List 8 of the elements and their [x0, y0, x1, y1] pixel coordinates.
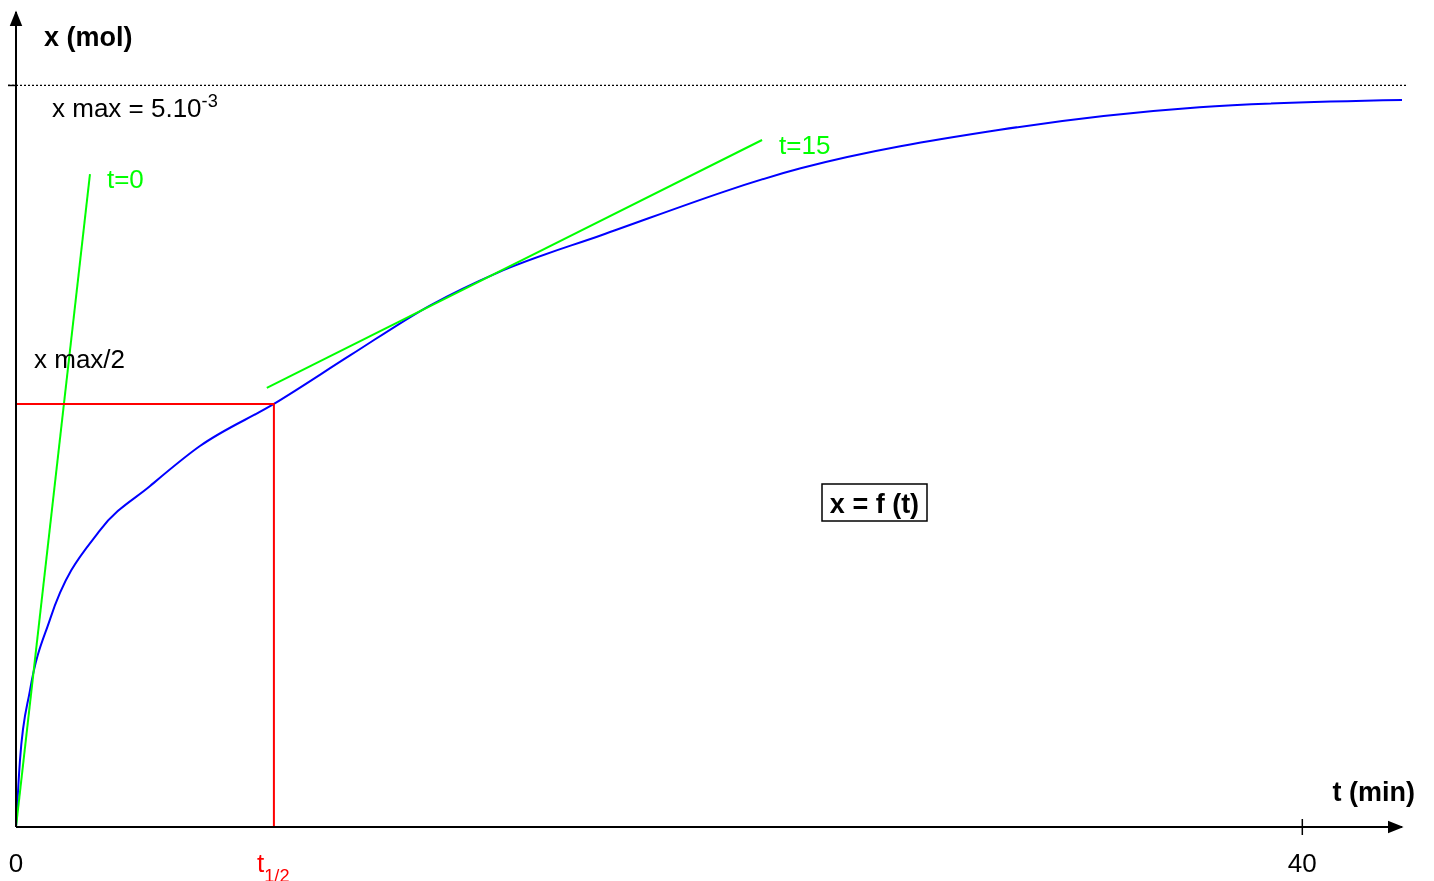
series-label: t=15 [779, 129, 831, 160]
series-label: t=0 [106, 164, 144, 195]
annotation: x = f (t) [829, 489, 920, 519]
annotation: x max = 5.10$^{-3}$ [52, 91, 218, 123]
x-tick-label: 0 [8, 848, 24, 878]
y-axis-title: x (mol) [44, 22, 133, 52]
x-axis-title: t (min) [1332, 777, 1415, 807]
x-tick-label: 40 [1287, 848, 1317, 878]
